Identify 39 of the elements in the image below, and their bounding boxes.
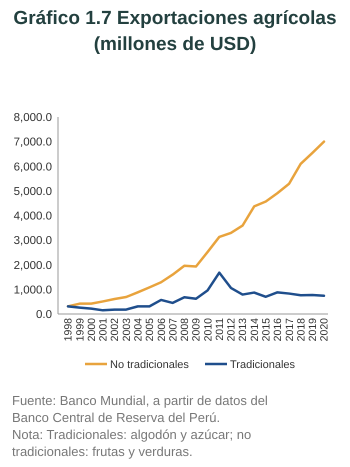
y-tick-label: 6,000.0 xyxy=(14,161,52,174)
x-tick-label: 2000 xyxy=(86,318,98,342)
x-tick-label: 2012 xyxy=(226,318,238,342)
y-tick-label: 5,000.0 xyxy=(14,186,52,198)
y-tick-label: 1,000.0 xyxy=(14,284,52,296)
line-series xyxy=(66,271,326,312)
x-tick-label: 2017 xyxy=(284,318,296,342)
x-tick-label: 2014 xyxy=(248,318,261,342)
y-tick-label: 3,000.0 xyxy=(14,235,52,248)
x-tick-label: 2005 xyxy=(144,318,156,342)
x-tick-label: 2013 xyxy=(237,318,250,342)
y-tick-label: 2,000.0 xyxy=(14,260,52,272)
source-note: Fuente: Banco Mundial, a partir de datos del Banco Central de Reserva del Perú. xyxy=(12,393,268,425)
x-tick-label: 2015 xyxy=(260,318,272,342)
x-tick-label: 2008 xyxy=(179,318,192,342)
x-tick-label: 1998 xyxy=(62,318,75,342)
x-tick-label: 2020 xyxy=(318,318,331,342)
x-tick-label: 2004 xyxy=(132,318,144,342)
x-tick-label: 2009 xyxy=(190,318,203,342)
y-tick-label: 8,000.0 xyxy=(14,112,52,124)
x-tick-label: 2006 xyxy=(156,318,168,342)
x-tick-label: 2018 xyxy=(295,318,308,342)
x-tick-label: 2019 xyxy=(307,318,320,342)
chart-title: Gráfico 1.7 Exportaciones agrícolas (millones de USD) xyxy=(13,8,337,55)
x-tick-label: 2011 xyxy=(214,318,226,341)
line-series xyxy=(66,140,326,308)
y-tick-label: 7,000.0 xyxy=(14,136,52,149)
x-tick-label: 2016 xyxy=(272,318,284,342)
x-tick-label: 2003 xyxy=(120,318,133,342)
x-tick-label: 2001 xyxy=(98,318,110,342)
legend-label: No tradicionales xyxy=(110,358,190,371)
x-tick-label: 1999 xyxy=(74,318,86,342)
x-tick-label: 2010 xyxy=(202,318,214,342)
x-tick-label: 2002 xyxy=(109,318,122,342)
legend-label: Tradicionales xyxy=(230,358,296,371)
x-tick-label: 2007 xyxy=(167,318,180,342)
text: Nota: Tradicionales: algodón y azúcar; no tradicionales: frutas y verduras. xyxy=(12,427,252,459)
y-tick-label: 4,000.0 xyxy=(14,210,52,223)
y-tick-label: 0.0 xyxy=(36,309,52,322)
